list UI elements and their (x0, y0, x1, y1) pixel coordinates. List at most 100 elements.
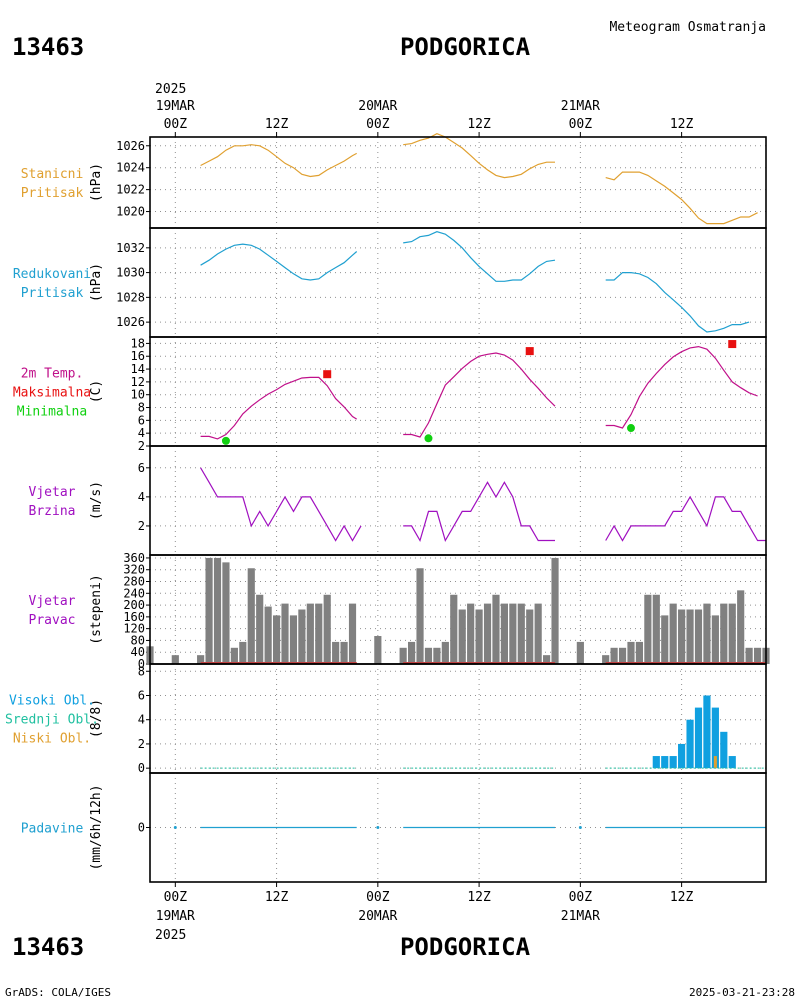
max-temp-marker (728, 340, 737, 349)
bar (517, 603, 525, 664)
y-tick-label: 12 (131, 375, 145, 389)
bar (450, 594, 458, 664)
bar (213, 557, 222, 664)
bar (399, 647, 407, 664)
y-tick-label: 120 (123, 622, 145, 636)
y-tick-label: 10 (131, 388, 145, 402)
station-id-footer: 13463 (12, 933, 84, 961)
y-axis-label: (m/s) (89, 481, 104, 520)
panel-frame (149, 445, 767, 556)
panel-frame (149, 136, 767, 229)
date-tick-top: 20MAR (358, 99, 397, 114)
bar (652, 756, 660, 769)
bar (222, 562, 230, 664)
bar (618, 647, 627, 664)
bar (661, 615, 669, 664)
series-line (605, 495, 766, 542)
station-id-header: 13463 (12, 33, 84, 61)
panel-label: Vjetar (29, 594, 76, 609)
bar (526, 609, 534, 664)
y-tick-label: 0 (138, 761, 145, 775)
y-axis-label: (hPa) (89, 163, 104, 202)
y-tick-label: 0 (138, 657, 145, 671)
y-axis-label: (hPa) (89, 263, 104, 302)
bar (298, 609, 306, 664)
panel-frame (149, 772, 767, 883)
bar (610, 647, 618, 664)
y-tick-label: 2 (138, 439, 145, 453)
bar (205, 557, 213, 664)
series-line (605, 272, 750, 333)
bar (374, 636, 382, 664)
bar (720, 603, 728, 664)
series-line (403, 231, 556, 282)
bar (703, 695, 711, 769)
bar (686, 609, 694, 664)
y-tick-label: 6 (138, 688, 145, 702)
y-tick-label: 2 (138, 737, 145, 751)
series-line (605, 345, 758, 429)
y-tick-label: 1032 (116, 241, 145, 255)
y-tick-label: 160 (123, 610, 145, 624)
bar (644, 594, 652, 664)
bar (416, 568, 424, 664)
series-line (200, 243, 358, 281)
precip-dot (173, 826, 177, 829)
y-tick-label: 1020 (116, 205, 145, 219)
bar (458, 609, 466, 664)
y-tick-label: 2 (138, 519, 145, 533)
panel-oblaci: 0 2 4 6 8 (8/8)Visoki Obl. Srednji Obl. Niski O… (5, 663, 767, 775)
bar (737, 590, 745, 664)
y-tick-label: 320 (123, 563, 145, 577)
year-top: 2025 (155, 82, 186, 97)
station-name-header: PODGORICA (400, 33, 531, 61)
bar (171, 655, 179, 664)
bar (323, 594, 331, 664)
min-temp-marker (221, 436, 230, 445)
bar (348, 603, 357, 664)
y-axis-label: (stepeni) (89, 574, 104, 644)
bar (728, 603, 736, 664)
time-tick-top: 00Z (366, 117, 390, 132)
bar (197, 655, 205, 664)
series-line (200, 376, 358, 440)
series-line (403, 481, 555, 543)
bar (728, 756, 736, 769)
bar (475, 609, 483, 664)
panel-label: Vjetar (29, 485, 76, 500)
bar (230, 647, 238, 664)
date-tick-bottom: 20MAR (358, 909, 397, 924)
panel-label: 2m Temp. (21, 367, 84, 382)
time-tick-top: 00Z (569, 117, 593, 132)
y-tick-label: 8 (138, 664, 145, 678)
panel-padavine: 0 (mm/6h/12h) Padavine (21, 772, 767, 883)
bar (753, 647, 762, 664)
series-line (403, 352, 556, 438)
bar (678, 743, 686, 769)
date-tick-bottom: 19MAR (156, 909, 195, 924)
y-tick-label: 240 (123, 586, 145, 600)
panel-label: Stanicni (21, 167, 84, 182)
bar (703, 603, 711, 664)
series-line (200, 144, 357, 178)
panel-label: Minimalna (17, 405, 87, 420)
bar (306, 603, 314, 664)
bar (264, 606, 272, 664)
time-tick-bottom: 12Z (670, 890, 694, 905)
y-tick-label: 4 (138, 713, 145, 727)
bar (467, 603, 475, 664)
bar (281, 603, 289, 664)
bar (239, 641, 247, 664)
bar (678, 609, 686, 664)
time-tick-bottom: 12Z (467, 890, 491, 905)
time-tick-top: 00Z (164, 117, 188, 132)
y-tick-label: 14 (131, 362, 145, 376)
y-axis-label: (8/8) (89, 699, 104, 738)
y-tick-label: 1026 (116, 139, 145, 153)
time-tick-top: 12Z (670, 117, 694, 132)
bar (576, 641, 584, 664)
y-tick-label: 6 (138, 461, 145, 475)
time-tick-bottom: 00Z (366, 890, 390, 905)
y-tick-label: 1028 (116, 290, 145, 304)
